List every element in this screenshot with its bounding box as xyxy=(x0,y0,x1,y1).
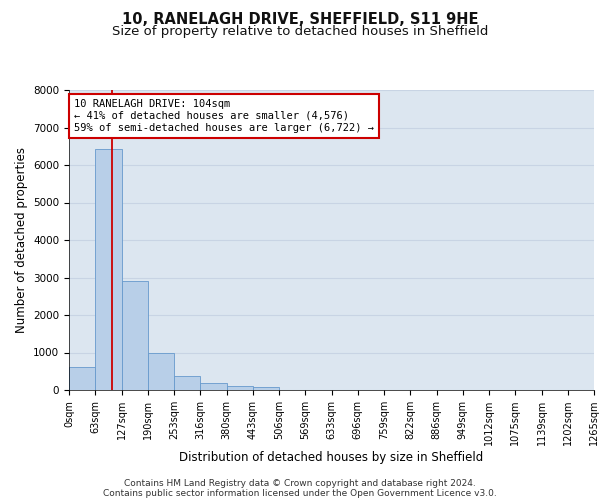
Text: 10, RANELAGH DRIVE, SHEFFIELD, S11 9HE: 10, RANELAGH DRIVE, SHEFFIELD, S11 9HE xyxy=(122,12,478,28)
Text: Size of property relative to detached houses in Sheffield: Size of property relative to detached ho… xyxy=(112,25,488,38)
Y-axis label: Number of detached properties: Number of detached properties xyxy=(14,147,28,333)
Bar xyxy=(95,149,121,390)
Bar xyxy=(69,367,95,390)
Bar xyxy=(148,353,174,390)
Bar xyxy=(227,386,253,390)
Text: Contains HM Land Registry data © Crown copyright and database right 2024.: Contains HM Land Registry data © Crown c… xyxy=(124,478,476,488)
Bar xyxy=(174,376,200,390)
Text: 10 RANELAGH DRIVE: 104sqm
← 41% of detached houses are smaller (4,576)
59% of se: 10 RANELAGH DRIVE: 104sqm ← 41% of detac… xyxy=(74,100,374,132)
X-axis label: Distribution of detached houses by size in Sheffield: Distribution of detached houses by size … xyxy=(179,451,484,464)
Bar xyxy=(121,280,148,390)
Bar xyxy=(200,384,227,390)
Bar xyxy=(253,386,279,390)
Text: Contains public sector information licensed under the Open Government Licence v3: Contains public sector information licen… xyxy=(103,488,497,498)
